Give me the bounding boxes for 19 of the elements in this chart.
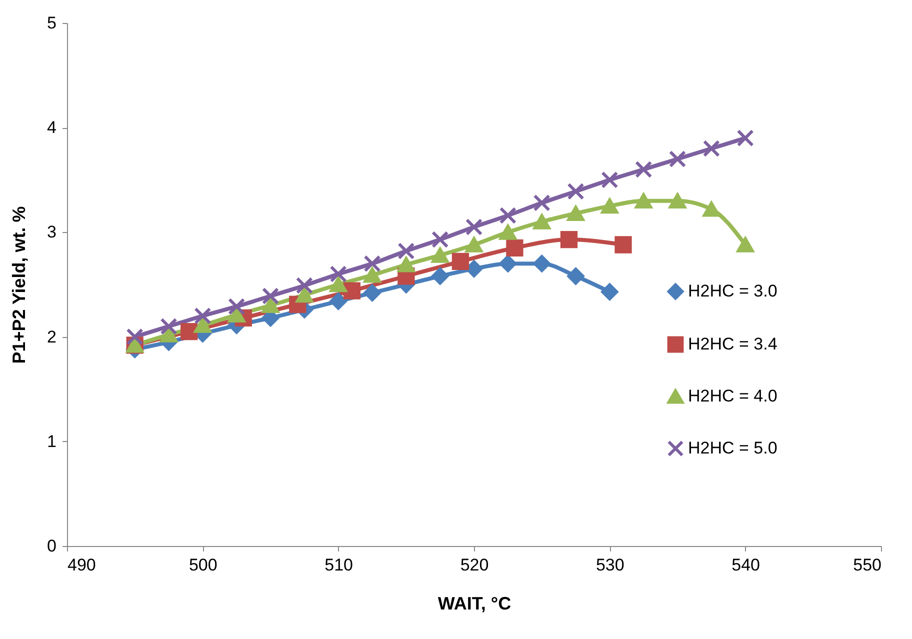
y-tick-label: 1	[47, 432, 56, 451]
y-tick-label: 3	[47, 222, 56, 242]
y-tick-label: 0	[47, 536, 56, 556]
x-tick-label: 530	[596, 556, 624, 574]
x-tick-label: 500	[188, 556, 218, 574]
legend-label: H2HC = 3.4	[688, 334, 778, 354]
x-tick-label: 490	[68, 556, 96, 574]
x-tick-label: 520	[460, 556, 489, 574]
x-tick-label: 510	[324, 556, 354, 574]
x-axis-title: WAIT, °C	[438, 594, 512, 614]
y-tick-label: 5	[47, 14, 56, 32]
legend-label: H2HC = 3.0	[688, 282, 778, 300]
y-tick-label: 4	[47, 118, 56, 138]
y-axis-title: P1+P2 Yield, wt. %	[9, 206, 30, 364]
legend-label: H2HC = 4.0	[688, 386, 778, 406]
legend-label: H2HC = 5.0	[688, 438, 778, 458]
y-tick-label: 2	[47, 327, 56, 346]
x-tick-label: 540	[732, 556, 760, 574]
x-tick-label: 550	[853, 556, 882, 574]
